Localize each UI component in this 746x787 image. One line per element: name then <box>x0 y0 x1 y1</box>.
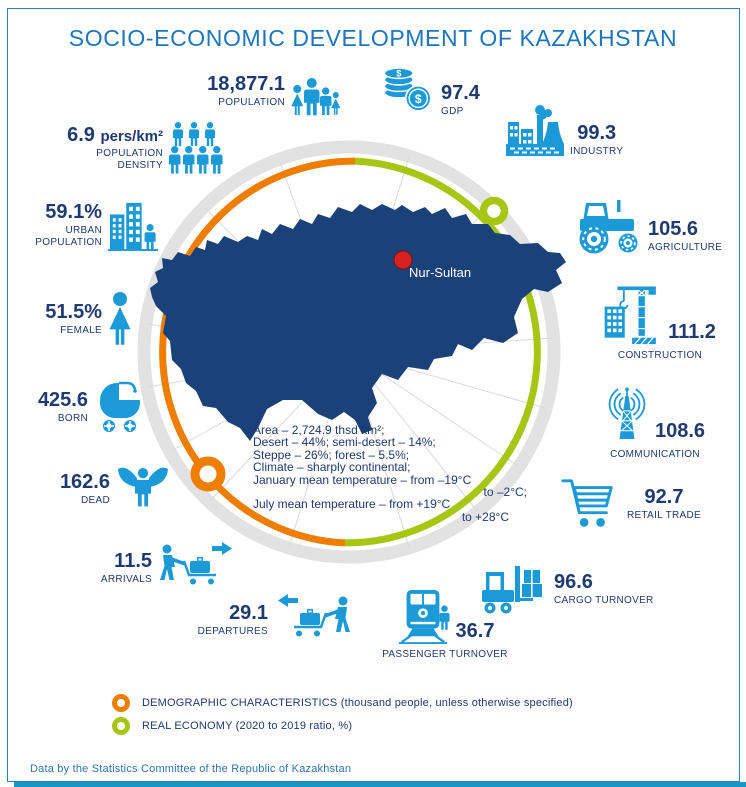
born-value: 425.6 <box>37 388 88 411</box>
footer-credit: Data by the Statistics Committee of the … <box>30 763 352 775</box>
population-density-value: 6.9 pers/km² <box>67 123 163 146</box>
shopping-cart-icon <box>560 474 616 534</box>
born-label: BORN <box>57 412 88 424</box>
map-info-line: Area – 2,724.9 thsd km²; <box>253 423 385 437</box>
communication-value: 108.6 <box>654 420 706 442</box>
arrivals-value: 11.5 <box>114 549 152 572</box>
stat-born: 425.6 BORN <box>18 380 146 434</box>
agriculture-label: AGRICULTURE <box>648 242 723 254</box>
map-info-line: Steppe – 26%; forest – 5.5%; <box>253 447 410 462</box>
passenger-turnover-value: 36.7 <box>455 620 495 642</box>
capital-dot <box>393 250 413 270</box>
radio-tower-icon <box>605 386 649 444</box>
angel-icon <box>116 460 170 518</box>
crowd-icon <box>169 120 223 176</box>
cargo-turnover-label: CARGO TURNOVER <box>554 594 654 606</box>
tractor-icon <box>572 198 642 254</box>
factory-icon <box>506 104 564 158</box>
city-buildings-icon <box>108 198 158 252</box>
female-value: 51.5% <box>45 300 102 323</box>
demographic-arc-marker <box>190 456 226 492</box>
population-label: POPULATION <box>218 96 285 108</box>
map-info-line: Desert – 44%; semi-desert – 14%; <box>253 435 436 450</box>
map-info-line: to +28°C <box>461 509 509 524</box>
population-value: 18,877.1 <box>207 72 285 95</box>
economy-arc-marker <box>479 196 509 226</box>
crane-icon <box>604 281 662 345</box>
female-label: FEMALE <box>60 324 102 336</box>
map-info-text: Area – 2,724.9 thsd km²; Desert – 44%; s… <box>253 423 529 524</box>
family-icon <box>291 63 341 119</box>
stat-urban-population: 59.1% URBAN POPULATION <box>12 198 158 252</box>
legend: DEMOGRAPHIC CHARACTERISTICS (thousand pe… <box>112 694 573 740</box>
stat-retail-trade: 92.7 RETAIL TRADE <box>560 474 706 534</box>
cargo-turnover-value: 96.6 <box>554 570 593 593</box>
population-density-unit: pers/km² <box>100 127 163 145</box>
stat-construction: 111.2 CONSTRUCTION <box>600 281 720 362</box>
arrivals-label: ARRIVALS <box>100 573 152 585</box>
stat-dead: 162.6 DEAD <box>40 460 170 518</box>
stat-gdp: $ $ 97.4 GDP <box>383 62 480 118</box>
urban-population-label: URBAN POPULATION <box>35 224 102 248</box>
gdp-value: 97.4 <box>441 82 480 105</box>
legend-economy: REAL ECONOMY (2020 to 2019 ratio, %) <box>112 717 573 735</box>
stat-arrivals: 11.5 ARRIVALS <box>72 540 234 596</box>
dead-value: 162.6 <box>59 470 110 493</box>
departures-label: DEPARTURES <box>197 625 268 637</box>
retail-trade-value: 92.7 <box>644 485 684 508</box>
economy-legend-dot-icon <box>112 717 130 735</box>
urban-population-value: 59.1% <box>45 200 102 223</box>
train-icon <box>396 590 450 644</box>
stat-departures: 29.1 DEPARTURES <box>178 592 352 648</box>
passenger-turnover-label: PASSENGER TURNOVER <box>382 649 508 660</box>
baby-carriage-icon <box>94 380 146 434</box>
retail-trade-label: RETAIL TRADE <box>627 509 701 521</box>
map-info-line: July mean temperature – from +19°C <box>253 497 451 512</box>
outer-gray-ring <box>137 140 561 564</box>
female-icon <box>108 292 134 346</box>
map-info-line: to –2°C; <box>483 485 528 500</box>
construction-value: 111.2 <box>668 321 716 343</box>
map-info-line: January mean temperature – from –19°C <box>253 472 472 487</box>
departures-value: 29.1 <box>229 601 268 624</box>
stat-industry: 99.3 INDUSTRY <box>506 104 623 158</box>
stat-cargo-turnover: 96.6 CARGO TURNOVER <box>480 564 654 614</box>
arrivals-luggage-cart-icon <box>158 540 234 596</box>
legend-demographic: DEMOGRAPHIC CHARACTERISTICS (thousand pe… <box>112 694 573 712</box>
forklift-icon <box>480 564 548 614</box>
stat-agriculture: 105.6 AGRICULTURE <box>572 198 722 254</box>
demographic-arc <box>159 157 356 547</box>
communication-label: COMMUNICATION <box>610 449 700 460</box>
industry-value: 99.3 <box>577 122 617 145</box>
coins-icon: $ $ <box>383 62 435 118</box>
gdp-label: GDP <box>441 106 464 118</box>
industry-label: INDUSTRY <box>570 146 624 158</box>
capital-label: Nur-Sultan <box>409 265 472 280</box>
economy-arc <box>344 157 541 547</box>
svg-text:$: $ <box>415 92 422 106</box>
demographic-legend-dot-icon <box>112 694 130 712</box>
stat-communication: 108.6 COMMUNICATION <box>596 386 714 461</box>
stat-population: 18,877.1 POPULATION <box>150 63 341 119</box>
bottom-accent-bar <box>14 782 746 787</box>
kazakhstan-map <box>150 204 566 441</box>
dead-label: DEAD <box>81 494 110 506</box>
stat-population-density: 6.9 pers/km² POPULATION DENSITY <box>33 120 223 176</box>
departures-luggage-cart-icon <box>274 592 352 648</box>
map-info-line: Climate – sharply continental; <box>253 460 411 475</box>
agriculture-value: 105.6 <box>648 218 699 241</box>
stat-female: 51.5% FEMALE <box>22 292 134 346</box>
svg-text:$: $ <box>396 69 402 79</box>
economy-legend-text: REAL ECONOMY (2020 to 2019 ratio, %) <box>142 720 353 732</box>
demographic-legend-text: DEMOGRAPHIC CHARACTERISTICS (thousand pe… <box>142 697 573 709</box>
page-title: SOCIO-ECONOMIC DEVELOPMENT OF KAZAKHSTAN <box>68 25 678 51</box>
population-density-label: POPULATION DENSITY <box>96 147 163 171</box>
stat-passenger-turnover: 36.7 PASSENGER TURNOVER <box>370 590 520 661</box>
construction-label: CONSTRUCTION <box>617 350 703 361</box>
